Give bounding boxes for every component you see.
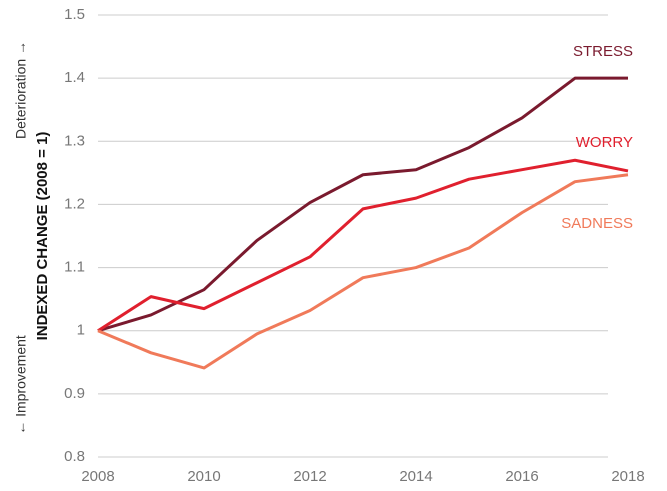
x-tick-label: 2012 [293, 468, 326, 485]
y-axis-label: INDEXED CHANGE (2008 = 1) [34, 132, 51, 341]
series-label: SADNESS [561, 215, 633, 232]
y-tick-label: 1.1 [64, 259, 85, 276]
line [97, 76, 628, 333]
annotation: ← Improvement [13, 335, 29, 435]
y-tick-label: 1.4 [64, 69, 85, 86]
annotation: Deterioration → [13, 41, 29, 139]
x-tick-label: 2014 [399, 468, 432, 485]
y-tick-label: 1.3 [64, 132, 85, 149]
series-label: STRESS [573, 43, 633, 60]
x-tick-label: 2016 [505, 468, 538, 485]
y-tick-label: 1.5 [64, 6, 85, 23]
series-label: WORRY [576, 134, 633, 151]
x-tick-label: 2018 [611, 468, 644, 485]
x-tick-label: 2010 [187, 468, 220, 485]
x-tick-label: 2008 [81, 468, 114, 485]
y-tick-label: 0.9 [64, 385, 85, 402]
line [97, 158, 629, 332]
y-tick-label: 0.8 [64, 448, 85, 465]
line [97, 173, 629, 370]
y-tick-label: 1.2 [64, 195, 85, 212]
y-tick-label: 1 [77, 322, 85, 339]
